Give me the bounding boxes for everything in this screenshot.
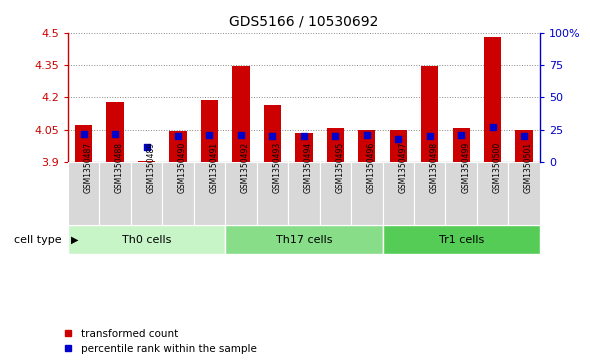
Text: GSM1350492: GSM1350492: [241, 142, 250, 193]
Bar: [131, 162, 162, 225]
Text: ▶: ▶: [71, 235, 78, 245]
Bar: [68, 162, 99, 225]
Text: GSM1350497: GSM1350497: [398, 142, 407, 193]
Bar: [351, 162, 382, 225]
Text: Th17 cells: Th17 cells: [276, 235, 332, 245]
Bar: [68, 225, 225, 254]
Text: cell type: cell type: [14, 235, 65, 245]
Bar: [509, 162, 540, 225]
Text: GDS5166 / 10530692: GDS5166 / 10530692: [229, 15, 379, 29]
Bar: [225, 162, 257, 225]
Point: [457, 132, 466, 138]
Bar: [445, 162, 477, 225]
Bar: [194, 162, 225, 225]
Bar: [320, 162, 351, 225]
Bar: [99, 162, 131, 225]
Bar: [75, 125, 92, 162]
Text: Tr1 cells: Tr1 cells: [438, 235, 484, 245]
Bar: [516, 130, 533, 162]
Bar: [232, 66, 250, 162]
Point: [236, 132, 245, 138]
Point: [425, 133, 434, 139]
Point: [519, 133, 529, 139]
Bar: [453, 127, 470, 162]
Bar: [414, 162, 445, 225]
Bar: [106, 102, 124, 162]
Text: GSM1350489: GSM1350489: [146, 142, 156, 193]
Bar: [288, 162, 320, 225]
Text: GSM1350494: GSM1350494: [304, 142, 313, 193]
Text: GSM1350487: GSM1350487: [84, 142, 93, 193]
Bar: [295, 133, 313, 162]
Bar: [327, 127, 344, 162]
Point: [394, 136, 403, 142]
Text: GSM1350490: GSM1350490: [178, 142, 187, 193]
Text: GSM1350499: GSM1350499: [461, 142, 470, 193]
Text: GSM1350498: GSM1350498: [430, 142, 439, 193]
Text: GSM1350488: GSM1350488: [115, 142, 124, 193]
Text: Th0 cells: Th0 cells: [122, 235, 171, 245]
Point: [205, 132, 214, 138]
Text: GSM1350501: GSM1350501: [524, 142, 533, 193]
Bar: [389, 130, 407, 162]
Legend: transformed count, percentile rank within the sample: transformed count, percentile rank withi…: [64, 329, 257, 354]
Bar: [264, 105, 281, 162]
Text: GSM1350491: GSM1350491: [209, 142, 218, 193]
Point: [173, 133, 183, 139]
Bar: [421, 66, 438, 162]
Bar: [138, 161, 155, 162]
Point: [79, 131, 88, 136]
Point: [330, 133, 340, 139]
Text: GSM1350496: GSM1350496: [367, 142, 376, 193]
Bar: [382, 162, 414, 225]
Bar: [257, 162, 288, 225]
Point: [299, 133, 309, 139]
Bar: [484, 37, 502, 162]
Bar: [477, 162, 509, 225]
Bar: [169, 131, 186, 162]
Point: [268, 133, 277, 139]
Text: GSM1350495: GSM1350495: [335, 142, 345, 193]
Point: [142, 144, 151, 150]
Bar: [162, 162, 194, 225]
Bar: [201, 99, 218, 162]
Bar: [358, 130, 375, 162]
Point: [362, 132, 372, 138]
Point: [110, 131, 120, 136]
Bar: [225, 225, 382, 254]
Bar: [382, 225, 540, 254]
Text: GSM1350493: GSM1350493: [273, 142, 281, 193]
Text: GSM1350500: GSM1350500: [493, 142, 502, 193]
Point: [488, 124, 497, 130]
